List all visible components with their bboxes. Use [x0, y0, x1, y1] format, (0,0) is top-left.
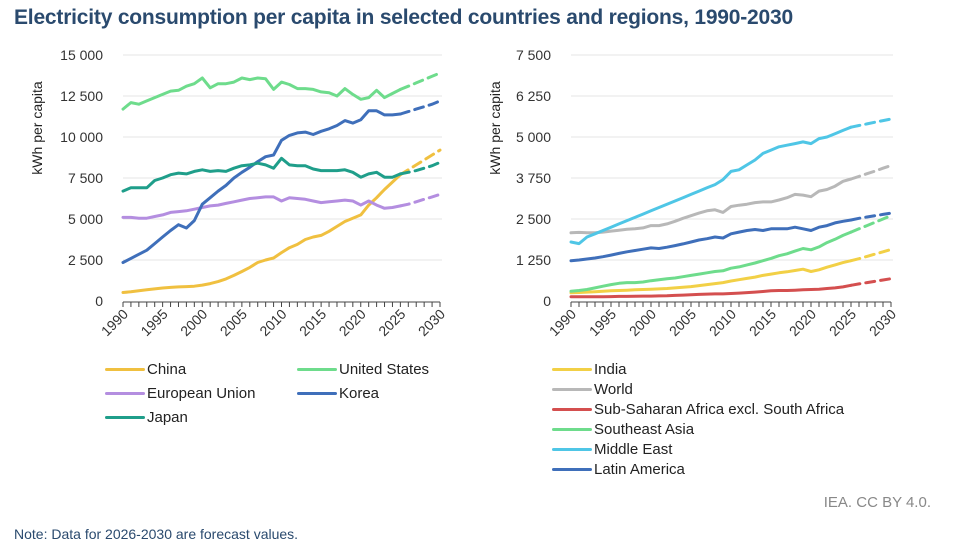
legend-label: European Union — [147, 384, 256, 402]
y-tick-label: 5 000 — [516, 129, 551, 145]
y-axis-label: kWh per capita — [487, 81, 503, 175]
legend-swatch — [105, 367, 145, 371]
legend-swatch — [552, 367, 592, 371]
legend-swatch — [105, 391, 145, 395]
legend-item: European Union — [105, 383, 255, 403]
x-tick-label: 2025 — [826, 306, 859, 339]
series-line-korea — [121, 109, 402, 264]
series-forecast-sub-saharan-africa-excl-south-africa — [849, 277, 893, 287]
legend-label: Korea — [339, 384, 380, 402]
y-tick-label: 3 750 — [516, 170, 551, 186]
legend-item: India — [552, 359, 627, 379]
series-line-southeast-asia — [569, 230, 853, 293]
series-line-latin-america — [569, 218, 853, 263]
series-forecast-latin-america — [849, 211, 893, 222]
series-line-india — [569, 259, 853, 295]
legend-label: United States — [339, 360, 430, 378]
series-forecast-middle-east — [849, 117, 893, 129]
legend-swatch — [552, 427, 592, 431]
legend-label: India — [594, 360, 627, 378]
x-tick-label: 2000 — [177, 306, 210, 339]
y-tick-label: 0 — [543, 293, 551, 309]
legend-label: Sub-Saharan Africa excl. South Africa — [594, 400, 845, 418]
y-tick-label: 15 000 — [60, 47, 103, 63]
series-line-world — [569, 177, 853, 235]
legend-swatch — [552, 387, 592, 391]
x-tick-label: 2030 — [866, 306, 899, 339]
x-tick-label: 2015 — [746, 306, 779, 339]
source-credit: IEA. CC BY 4.0. — [823, 494, 931, 511]
x-tick-label: 1995 — [137, 306, 170, 339]
y-tick-label: 2 500 — [68, 252, 103, 268]
x-tick-label: 2030 — [415, 306, 448, 339]
legend-item: Korea — [297, 383, 379, 403]
legend-swatch — [552, 447, 592, 451]
y-tick-label: 10 000 — [60, 129, 103, 145]
series-line-united-states — [121, 76, 402, 111]
y-tick-label: 6 250 — [516, 88, 551, 104]
y-tick-label: 7 500 — [68, 170, 103, 186]
series-forecast-china — [398, 148, 442, 177]
x-tick-label: 2010 — [706, 306, 739, 339]
y-tick-label: 1 250 — [516, 252, 551, 268]
x-tick-label: 1990 — [546, 306, 579, 339]
x-tick-label: 2020 — [786, 306, 819, 339]
legend-item: World — [552, 379, 633, 399]
y-tick-label: 12 500 — [60, 88, 103, 104]
legend-swatch — [297, 367, 337, 371]
y-tick-label: 0 — [95, 293, 103, 309]
legend-swatch — [552, 407, 592, 411]
legend-item: Southeast Asia — [552, 419, 694, 439]
series-forecast-korea — [398, 99, 442, 116]
series-line-japan — [121, 156, 402, 193]
x-tick-label: 1990 — [98, 306, 131, 339]
x-tick-label: 2000 — [626, 306, 659, 339]
series-forecast-southeast-asia — [849, 214, 893, 234]
legend-label: World — [594, 380, 633, 398]
x-tick-label: 2020 — [336, 306, 369, 339]
legend-item: Latin America — [552, 459, 685, 479]
chart-title: Electricity consumption per capita in se… — [14, 6, 793, 29]
series-forecast-india — [849, 248, 893, 263]
legend-swatch — [297, 391, 337, 395]
x-tick-label: 1995 — [586, 306, 619, 339]
y-axis-label: kWh per capita — [29, 81, 45, 175]
series-forecast-united-states — [398, 71, 442, 91]
series-line-european-union — [121, 195, 402, 220]
x-tick-label: 2015 — [296, 306, 329, 339]
series-line-sub-saharan-africa-excl-south-africa — [569, 283, 853, 299]
legend-item: United States — [297, 359, 429, 379]
y-tick-label: 7 500 — [516, 47, 551, 63]
chart-left: 0 2 500 5 000 7 500 10 000 12 500 15 000 kWh pe… — [29, 47, 448, 339]
x-tick-label: 2005 — [666, 306, 699, 339]
legend-item: Japan — [105, 407, 188, 427]
legend-label: Middle East — [594, 440, 673, 458]
y-tick-label: 2 500 — [516, 211, 551, 227]
legend-label: Japan — [147, 408, 188, 426]
x-tick-label: 2025 — [375, 306, 408, 339]
y-tick-label: 5 000 — [68, 211, 103, 227]
legend-label: China — [147, 360, 187, 378]
series-line-china — [121, 173, 402, 294]
x-tick-label: 2010 — [256, 306, 289, 339]
series-forecast-japan — [398, 160, 442, 176]
legend-item: Middle East — [552, 439, 672, 459]
series-forecast-european-union — [398, 192, 442, 208]
legend-item: China — [105, 359, 186, 379]
chart-right: 0 1 250 2 500 3 750 5 000 6 250 7 500 kWh per c… — [487, 47, 899, 339]
legend-item: Sub-Saharan Africa excl. South Africa — [552, 399, 844, 419]
legend-swatch — [105, 415, 145, 419]
x-tick-label: 2005 — [217, 306, 250, 339]
series-forecast-world — [849, 164, 893, 181]
legend-label: Southeast Asia — [594, 420, 695, 438]
footnote: Note: Data for 2026-2030 are forecast va… — [14, 526, 299, 542]
series-line-middle-east — [569, 125, 853, 246]
legend-swatch — [552, 467, 592, 471]
legend-label: Latin America — [594, 460, 685, 478]
